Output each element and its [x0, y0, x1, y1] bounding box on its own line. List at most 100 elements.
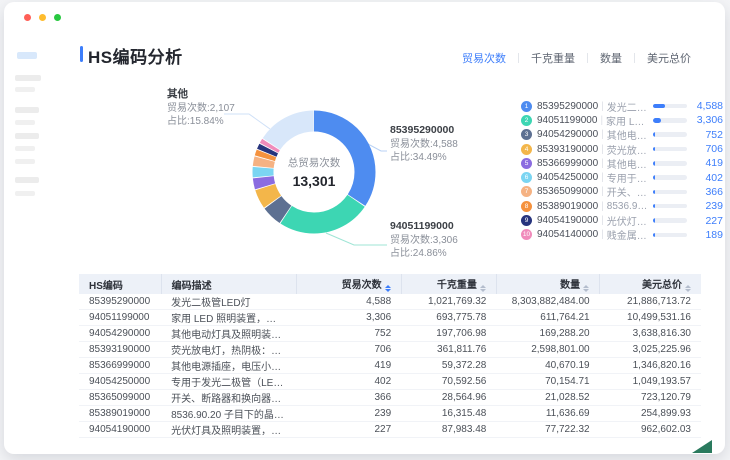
- description-cell: 荧光放电灯，热阴极：其他荧光，热阴极: [161, 341, 297, 358]
- legend-item[interactable]: 6 94054250000|专用于发光... 402: [521, 170, 723, 185]
- sidebar-item[interactable]: [15, 107, 39, 113]
- quantity-cell: 11,636.69: [496, 405, 600, 422]
- legend-bar-fill: [653, 203, 655, 209]
- hs-code-table: HS编码 编码描述 贸易次数 千克重量 数量 美元总价 85395290000 发光二极管L…: [79, 274, 701, 438]
- legend-bar-track: [653, 146, 687, 152]
- minimize-window-icon[interactable]: [39, 14, 46, 21]
- hs-code-cell: 94051199000: [79, 309, 162, 326]
- table-row[interactable]: 85365099000开关、断路器和换向器；其余。36628,564.9621,…: [79, 389, 701, 406]
- description-cell: 发光二极管LED灯: [161, 294, 297, 310]
- legend-bar-track: [653, 103, 687, 109]
- legend-code: 85366999000: [537, 157, 599, 169]
- callout-title: 其他: [167, 88, 188, 100]
- sidebar-item[interactable]: [15, 146, 35, 151]
- tab-贸易次数[interactable]: 贸易次数: [462, 53, 506, 65]
- hs-code-cell: 85395290000: [79, 294, 162, 310]
- legend-item[interactable]: 4 85393190000|荧光放电灯... 706: [521, 142, 723, 157]
- legend-description: 家用 LED 照...: [606, 116, 649, 128]
- usd-total-cell: 3,638,816.30: [599, 325, 701, 342]
- sort-carets-icon[interactable]: [479, 285, 486, 292]
- legend-bar-track: [653, 175, 687, 180]
- tab-separator: [634, 53, 635, 63]
- kg-weight-cell: 1,021,769.32: [401, 294, 497, 310]
- legend-item[interactable]: 1 85395290000|发光二极管... 4,588: [521, 99, 723, 114]
- table-row[interactable]: 85393190000荧光放电灯，热阴极：其他荧光，热阴极706361,811.…: [79, 341, 701, 358]
- legend-item[interactable]: 8 85389019000|8536.90.20 ... 239: [521, 199, 723, 213]
- legend-description: 光伏灯具及...: [606, 217, 649, 229]
- donut-chart: 总贸易次数 13,301 其他 贸易次数:2,107 占比:15.84% 853…: [79, 87, 524, 272]
- donut-center-title: 总贸易次数: [287, 157, 341, 169]
- description-cell: 其他电动灯具及照明装置，未列明，设计...: [161, 325, 297, 342]
- legend-divider: |: [601, 229, 604, 241]
- sidebar-item[interactable]: [15, 87, 35, 92]
- kg-weight-cell: 59,372.28: [401, 357, 497, 374]
- trade-count-cell: 419: [296, 357, 402, 374]
- quantity-cell: 77,722.32: [496, 421, 600, 438]
- sidebar-item[interactable]: [15, 177, 39, 183]
- donut-slice-85395290000[interactable]: [252, 110, 376, 234]
- sidebar-item[interactable]: [15, 120, 35, 125]
- legend-item[interactable]: 9 94054190000|光伏灯具及... 227: [521, 213, 723, 229]
- column-header-千克重量[interactable]: 千克重量: [401, 274, 497, 294]
- hs-code-legend: 185395290000|发光二极管...4,588294051199000|家…: [521, 99, 723, 242]
- legend-item[interactable]: 2 94051199000|家用 LED 照... 3,306: [521, 113, 723, 128]
- donut-ring[interactable]: [249, 107, 379, 237]
- sort-carets-icon[interactable]: [685, 285, 691, 292]
- maximize-window-icon[interactable]: [54, 14, 61, 21]
- legend-bar-fill: [653, 175, 655, 180]
- legend-divider: |: [601, 172, 604, 184]
- quantity-cell: 611,764.21: [496, 309, 600, 326]
- tab-千克重量[interactable]: 千克重量: [531, 53, 575, 65]
- hs-code-cell: 85393190000: [79, 341, 162, 358]
- legend-description: 开关、断路...: [606, 188, 649, 200]
- donut-slice-94051199000[interactable]: [252, 110, 376, 234]
- usd-total-cell: 21,886,713.72: [599, 294, 701, 310]
- legend-code: 85365099000: [537, 186, 599, 198]
- legend-code: 85395290000: [537, 100, 599, 112]
- hs-code-cell: 85366999000: [79, 357, 162, 374]
- legend-bar-track: [653, 161, 687, 166]
- quantity-cell: 8,303,882,484.00: [496, 294, 600, 310]
- usd-total-cell: 3,025,225.96: [599, 341, 701, 358]
- quantity-cell: 70,154.71: [496, 373, 600, 390]
- legend-bar-fill: [653, 103, 665, 109]
- trade-count-cell: 706: [296, 341, 402, 358]
- sort-carets-icon[interactable]: [583, 285, 590, 292]
- legend-bar-track: [653, 232, 687, 238]
- column-header-贸易次数[interactable]: 贸易次数: [296, 274, 402, 294]
- column-header-数量[interactable]: 数量: [496, 274, 601, 294]
- legend-code: 94054250000: [537, 172, 599, 184]
- sidebar-item[interactable]: [15, 133, 39, 139]
- legend-item[interactable]: 7 85365099000|开关、断路... 366: [521, 185, 723, 199]
- table-row[interactable]: 94054190000光伏灯具及照明装置，仅用于发光二极管...22787,98…: [79, 421, 701, 438]
- legend-item[interactable]: 3 94054290000|其他电动灯... 752: [521, 128, 723, 142]
- callout-connector-lines: [224, 113, 387, 246]
- table-row[interactable]: 85395290000 发光二极管LED灯 4,588 1,021,769.32 8,3…: [79, 294, 701, 310]
- sidebar-item-active[interactable]: [17, 52, 37, 59]
- table-row[interactable]: 94054250000专用于发光二极管（LED）光源的灯具及...40270,5…: [79, 373, 701, 390]
- legend-item[interactable]: 10 94054140000|贱金属（不... 189: [521, 228, 723, 242]
- table-row[interactable]: 94054290000其他电动灯具及照明装置，未列明，设计...752197,7…: [79, 325, 701, 342]
- legend-item[interactable]: 5 85366999000|其他电源插... 419: [521, 156, 723, 171]
- column-header-美元总价[interactable]: 美元总价: [599, 274, 701, 294]
- tab-数量[interactable]: 数量: [600, 53, 622, 65]
- sort-carets-icon[interactable]: [384, 285, 391, 292]
- close-window-icon[interactable]: [24, 14, 31, 21]
- sidebar-item[interactable]: [15, 191, 35, 196]
- app-window: HS编码分析 贸易次数 千克重量 数量 美元总价 总贸易次数 13,301 其他 贸易…: [4, 2, 725, 454]
- kg-weight-cell: 361,811.76: [401, 341, 497, 358]
- donut-slice-94054250000[interactable]: [252, 110, 376, 234]
- corner-decoration: [692, 440, 712, 453]
- sidebar-item[interactable]: [15, 75, 41, 81]
- title-accent-bar: [80, 46, 83, 62]
- legend-bar-track: [653, 118, 687, 123]
- tab-美元总价[interactable]: 美元总价: [647, 53, 691, 65]
- quantity-cell: 21,028.52: [496, 389, 600, 406]
- legend-description: 发光二极管...: [606, 102, 649, 114]
- callout-line: 占比:34.49%: [390, 152, 447, 163]
- sidebar-item[interactable]: [15, 159, 35, 164]
- legend-value: 366: [705, 185, 723, 198]
